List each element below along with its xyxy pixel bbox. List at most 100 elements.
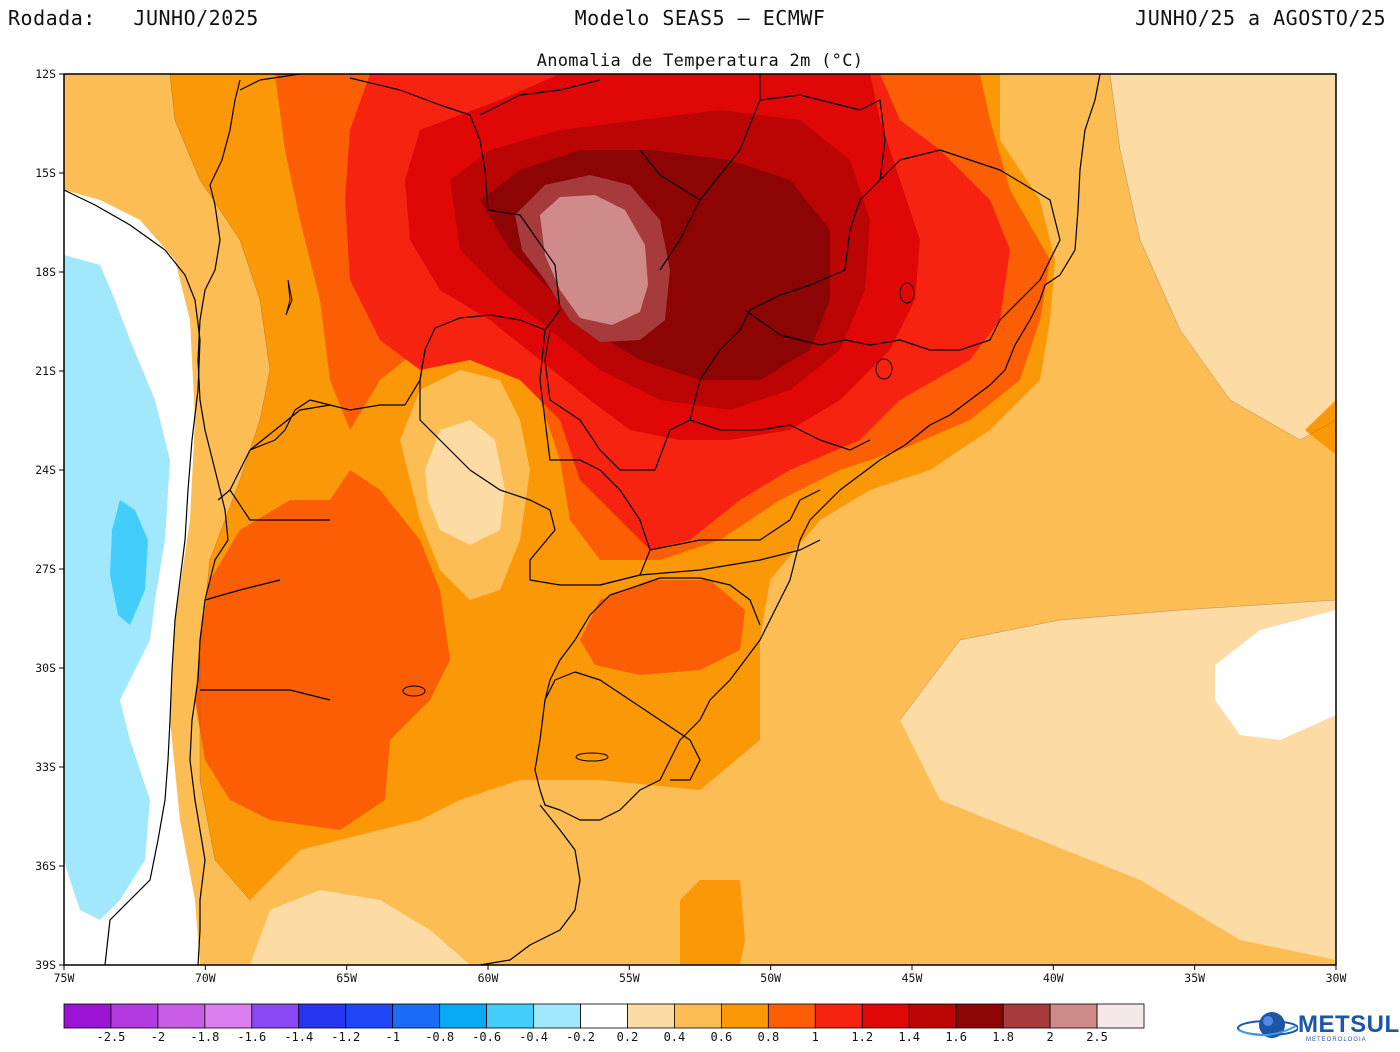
lat-tick-label: 39S — [35, 958, 56, 972]
lat-tick-label: 36S — [35, 859, 56, 873]
colorbar-swatch — [955, 1003, 1004, 1029]
colorbar-swatch — [439, 1003, 488, 1029]
colorbar-label: 0.6 — [711, 1030, 733, 1044]
colorbar-label: 0.2 — [617, 1030, 639, 1044]
lon-tick-label: 30W — [1326, 971, 1347, 985]
lon-tick-label: 70W — [195, 971, 216, 985]
colorbar-swatch — [674, 1003, 722, 1029]
paraguay-border — [419, 329, 651, 586]
anomaly-0.8-atlantic-east — [1305, 400, 1336, 455]
latitude-ticks: 12S 15S 18S 21S 24S 27S 30S 33S 36S 39S — [35, 67, 64, 972]
brazil-states — [479, 74, 1061, 586]
colorbar-label: 2 — [1046, 1030, 1053, 1044]
lon-tick-label: 55W — [619, 971, 640, 985]
colorbar-swatch — [1049, 1003, 1098, 1029]
colorbar-swatch — [157, 1003, 206, 1029]
anomaly-0.8-south — [680, 880, 745, 965]
anomaly-1.0-rs — [580, 580, 745, 675]
atlantic-coastline — [534, 74, 1101, 821]
colorbar-swatch — [627, 1003, 675, 1029]
lon-tick-label: 75W — [54, 971, 75, 985]
lat-tick-label: 24S — [35, 463, 56, 477]
colorbar-label: -0.4 — [519, 1030, 548, 1044]
lake-mirim — [575, 752, 609, 762]
colorbar-label: -1.6 — [237, 1030, 266, 1044]
colorbar-label: 1.2 — [851, 1030, 873, 1044]
colorbar-swatch — [1002, 1003, 1051, 1029]
longitude-ticks: 75W 70W 65W 60W 55W 50W 45W 40W 35W 30W — [54, 965, 1347, 985]
rodada-value: JUNHO/2025 — [133, 6, 259, 30]
lake-argentina — [402, 685, 426, 697]
colorbar-swatch — [486, 1003, 534, 1029]
logo-subtitle: METEOROLOGIA — [1306, 1037, 1367, 1043]
colorbar-label: 0.8 — [758, 1030, 780, 1044]
lake-furnas — [899, 282, 915, 304]
colorbar-label: -0.2 — [566, 1030, 595, 1044]
colorbar-swatch — [63, 1003, 112, 1029]
lon-tick-label: 60W — [478, 971, 499, 985]
colorbar-swatch — [345, 1003, 394, 1029]
map-frame — [63, 73, 1337, 966]
colorbar-label: -0.8 — [425, 1030, 454, 1044]
colorbar-swatch — [861, 1003, 910, 1029]
colorbar-swatch — [767, 1003, 816, 1029]
rodada-label: Rodada: JUNHO/2025 — [8, 6, 259, 30]
anomaly-neg0.4-pacific — [110, 500, 148, 625]
colorbar-label: 1.6 — [945, 1030, 967, 1044]
map-subtitle: Anomalia de Temperatura 2m (°C) — [536, 51, 864, 71]
lon-tick-label: 65W — [336, 971, 357, 985]
colorbar-swatch — [814, 1003, 863, 1029]
colorbar-label: -1.8 — [190, 1030, 219, 1044]
argentina-provinces — [200, 404, 331, 701]
lat-tick-label: 12S — [35, 67, 56, 81]
colorbar-label: 1.4 — [898, 1030, 920, 1044]
anomaly-2.5 — [540, 195, 648, 325]
borders — [64, 74, 1101, 965]
colorbar-label: -1 — [385, 1030, 399, 1044]
lake-sp — [875, 358, 893, 380]
uruguay-border — [544, 671, 701, 781]
colorbar-swatch — [298, 1003, 347, 1029]
andes-border — [189, 79, 241, 965]
lat-tick-label: 27S — [35, 562, 56, 576]
colorbar-label: -1.2 — [331, 1030, 360, 1044]
colorbar-swatch — [533, 1003, 581, 1029]
anomaly-0.2-patagonia — [250, 890, 470, 965]
colorbar-swatch — [110, 1003, 159, 1029]
colorbar-swatch — [720, 1003, 769, 1029]
globe-icon — [1237, 1012, 1299, 1038]
colorbar-swatch — [908, 1003, 957, 1029]
colorbar-label: 1.8 — [992, 1030, 1014, 1044]
lat-tick-label: 30S — [35, 661, 56, 675]
lon-tick-label: 40W — [1043, 971, 1064, 985]
lakes — [285, 279, 915, 762]
lake-titicaca — [285, 279, 293, 316]
colorbar: -2.5 -2 -1.8 -1.6 -1.4 -1.2 -1 -0.8 -0.6 -0.4 -0.2… — [63, 1003, 1145, 1044]
model-title: Modelo SEAS5 – ECMWF — [574, 6, 826, 30]
colorbar-label: -0.6 — [472, 1030, 501, 1044]
colorbar-label: 2.5 — [1086, 1030, 1108, 1044]
lon-tick-label: 35W — [1184, 971, 1205, 985]
anomaly-1.0-argentina — [195, 470, 450, 830]
lat-tick-label: 33S — [35, 760, 56, 774]
colorbar-label: 0.4 — [664, 1030, 686, 1044]
colorbar-swatch — [204, 1003, 253, 1029]
lat-tick-label: 21S — [35, 364, 56, 378]
anomaly-0.2-paraguay — [425, 420, 505, 545]
lat-tick-label: 15S — [35, 166, 56, 180]
pacific-coastline — [64, 189, 201, 965]
metsul-logo: METSUL METEOROLOGIA — [1236, 1008, 1399, 1048]
lon-tick-label: 45W — [902, 971, 923, 985]
logo-name: METSUL — [1298, 1011, 1400, 1038]
colorbar-label: -2.5 — [97, 1030, 126, 1044]
anomaly-white-sea — [1215, 610, 1336, 740]
colorbar-swatch — [392, 1003, 441, 1029]
colorbar-label: 1 — [812, 1030, 819, 1044]
argentina-coast — [479, 804, 581, 965]
anomaly-0.2-atlantic — [1110, 74, 1336, 440]
colorbar-swatch — [580, 1003, 628, 1029]
bolivia-border — [217, 74, 561, 501]
lat-tick-label: 18S — [35, 265, 56, 279]
lon-tick-label: 50W — [760, 971, 781, 985]
